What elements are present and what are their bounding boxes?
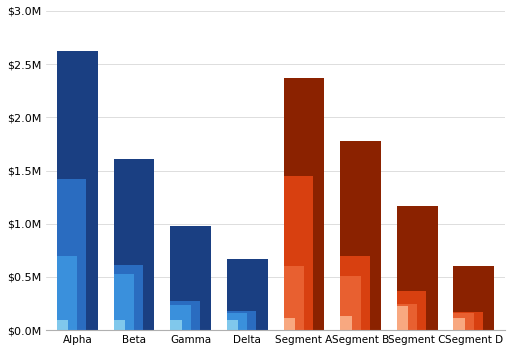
Bar: [453, 319, 465, 330]
Bar: [397, 206, 437, 330]
Bar: [227, 320, 238, 330]
Bar: [453, 313, 474, 330]
Bar: [397, 291, 426, 330]
Bar: [227, 259, 268, 330]
Bar: [57, 320, 68, 330]
Bar: [170, 226, 211, 330]
Bar: [453, 266, 494, 330]
Bar: [57, 256, 77, 330]
Bar: [227, 313, 247, 330]
Bar: [340, 316, 352, 330]
Bar: [340, 141, 381, 330]
Bar: [340, 276, 361, 330]
Bar: [170, 320, 181, 330]
Bar: [170, 301, 199, 330]
Bar: [227, 310, 256, 330]
Bar: [397, 303, 417, 330]
Bar: [340, 256, 370, 330]
Bar: [397, 306, 408, 330]
Bar: [57, 179, 86, 330]
Bar: [170, 304, 191, 330]
Bar: [284, 176, 313, 330]
Bar: [114, 274, 134, 330]
Bar: [114, 159, 154, 330]
Bar: [453, 312, 483, 330]
Bar: [284, 78, 324, 330]
Bar: [284, 266, 304, 330]
Bar: [114, 265, 143, 330]
Bar: [284, 319, 295, 330]
Bar: [57, 51, 98, 330]
Bar: [114, 320, 125, 330]
